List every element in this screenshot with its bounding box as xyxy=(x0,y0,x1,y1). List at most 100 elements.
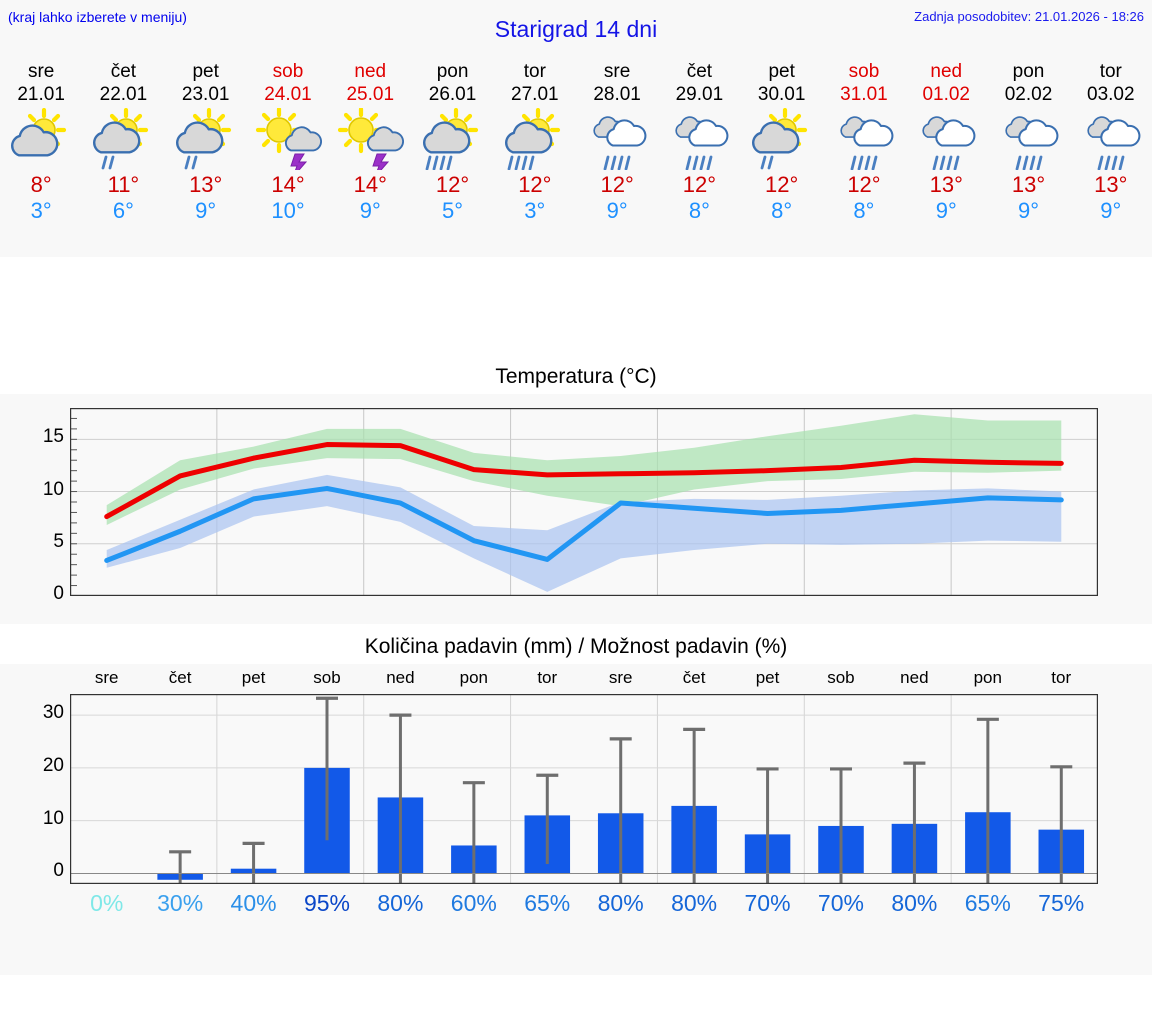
day-min-temp: 3° xyxy=(524,198,546,223)
day-column[interactable]: pet 30.01 12° 8° xyxy=(741,52,823,257)
day-max-temp: 13° xyxy=(929,172,963,197)
day-of-week-label: sre xyxy=(27,61,55,82)
day-min-temp: 8° xyxy=(688,198,710,223)
precipitation-probability-label: 65% xyxy=(964,890,1011,916)
precipitation-probability-label: 70% xyxy=(744,890,791,916)
day-column[interactable]: čet 22.01 11° 6° xyxy=(82,52,164,257)
day-max-temp: 12° xyxy=(765,172,799,197)
cloud-rain-icon xyxy=(823,108,905,170)
day-column[interactable]: ned 25.01 14° 9° xyxy=(329,52,411,257)
day-date-label: 02.02 xyxy=(1004,84,1053,105)
day-min-temp: 9° xyxy=(935,198,957,223)
temperature-chart-title: Temperatura (°C) xyxy=(0,360,1152,394)
precipitation-day-label: pet xyxy=(241,668,266,687)
day-column[interactable]: čet 29.01 12° 8° xyxy=(658,52,740,257)
day-max-temp: 14° xyxy=(271,172,305,197)
temperature-y-tick-label: 10 xyxy=(42,478,64,500)
precipitation-day-label: ned xyxy=(900,668,929,687)
day-min-temp: 6° xyxy=(112,198,134,223)
precipitation-day-label: čet xyxy=(682,668,706,687)
day-min-temp: 8° xyxy=(853,198,875,223)
day-max-temp: 13° xyxy=(1094,172,1128,197)
day-column[interactable]: pet 23.01 13° 9° xyxy=(165,52,247,257)
sun-cloud-rain-icon xyxy=(82,108,164,170)
day-min-temp: 9° xyxy=(1100,198,1122,223)
day-of-week-label: sob xyxy=(848,61,880,82)
sun-thunder-icon xyxy=(247,108,329,170)
day-date-label: 26.01 xyxy=(428,84,477,105)
day-date-label: 24.01 xyxy=(264,84,312,105)
temperature-chart: 0 5 10 15 xyxy=(43,408,1098,604)
day-date-label: 23.01 xyxy=(181,84,230,105)
precipitation-probability-label: 30% xyxy=(157,890,204,916)
precipitation-day-label: tor xyxy=(537,668,558,687)
cloud-rain-icon xyxy=(576,108,658,170)
day-date-label: 22.01 xyxy=(99,84,148,105)
day-date-label: 30.01 xyxy=(757,84,806,105)
day-column[interactable]: pon 02.02 13° 9° xyxy=(987,52,1069,257)
precipitation-day-label: čet xyxy=(168,668,192,687)
day-date-label: 27.01 xyxy=(511,84,559,105)
day-column[interactable]: ned 01.02 13° 9° xyxy=(905,52,987,257)
day-column[interactable]: sre 28.01 12° 9° xyxy=(576,52,658,257)
page-title: Starigrad 14 dni xyxy=(494,16,658,42)
sun-thunder-icon xyxy=(329,108,411,170)
sun-cloud-icon xyxy=(0,108,82,170)
day-max-temp: 12° xyxy=(682,172,717,197)
day-of-week-label: čet xyxy=(686,61,713,82)
day-date-label: 29.01 xyxy=(675,84,724,105)
last-updated-label: Zadnja posodobitev: 21.01.2026 - 18:26 xyxy=(914,9,1144,24)
precipitation-day-label: sob xyxy=(827,668,855,687)
precipitation-day-labels: sre čet pet sob ned pon tor sre čet pet sob ned pon t… xyxy=(70,668,1098,692)
day-max-temp: 12° xyxy=(518,172,552,197)
day-of-week-label: sob xyxy=(272,61,304,82)
day-min-temp: 9° xyxy=(606,198,628,223)
day-min-temp: 5° xyxy=(442,198,464,223)
top-bar: (kraj lahko izberete v meniju) Starigrad… xyxy=(0,0,1152,52)
precipitation-day-label: pet xyxy=(755,668,780,687)
precipitation-probability-label: 60% xyxy=(450,890,497,916)
day-max-temp: 13° xyxy=(189,172,223,197)
day-column[interactable]: sob 31.01 12° 8° xyxy=(823,52,905,257)
day-of-week-label: tor xyxy=(1099,61,1122,82)
day-of-week-label: ned xyxy=(930,61,963,82)
precipitation-section: Količina padavin (mm) / Možnost padavin … xyxy=(0,630,1152,975)
menu-hint-link[interactable]: (kraj lahko izberete v meniju) xyxy=(8,9,187,25)
day-column[interactable]: sob 24.01 14° 10° xyxy=(247,52,329,257)
precipitation-probability-label: 0% xyxy=(90,890,124,916)
day-column[interactable]: tor 03.02 13° 9° xyxy=(1070,52,1152,257)
day-max-temp: 12° xyxy=(600,172,634,197)
day-of-week-label: pon xyxy=(1012,61,1045,82)
day-max-temp: 11° xyxy=(107,172,140,197)
precipitation-probability-label: 95% xyxy=(303,890,350,916)
cloud-rain-icon xyxy=(905,108,987,170)
bottom-gap xyxy=(0,975,1152,1015)
precipitation-probability-label: 40% xyxy=(230,890,277,916)
day-of-week-label: čet xyxy=(110,61,137,82)
day-min-temp: 9° xyxy=(1017,198,1040,223)
precipitation-y-tick-label: 30 xyxy=(42,702,64,724)
day-max-temp: 12° xyxy=(435,172,470,197)
day-max-temp: 12° xyxy=(847,172,881,197)
day-column[interactable]: pon 26.01 12° 5° xyxy=(411,52,493,257)
day-of-week-label: ned xyxy=(354,61,387,82)
day-of-week-label: pon xyxy=(436,61,469,82)
day-min-temp: 9° xyxy=(359,198,381,223)
sun-cloud-showers-icon xyxy=(494,108,576,170)
day-date-label: 25.01 xyxy=(346,84,395,105)
sun-cloud-showers-icon xyxy=(411,108,493,170)
precipitation-day-label: sre xyxy=(608,668,633,687)
precipitation-chart: 0 10 20 30 xyxy=(43,694,1098,884)
day-date-label: 31.01 xyxy=(840,84,888,105)
cloud-rain-icon xyxy=(1070,108,1152,170)
day-column[interactable]: sre 21.01 8° 3° xyxy=(0,52,82,257)
day-min-temp: 8° xyxy=(771,198,793,223)
day-max-temp: 14° xyxy=(353,172,387,197)
temperature-y-tick-label: 0 xyxy=(53,583,64,604)
precipitation-day-label: ned xyxy=(386,668,415,687)
section-gap xyxy=(0,257,1152,369)
precipitation-day-label: tor xyxy=(1051,668,1072,687)
precipitation-y-tick-label: 0 xyxy=(53,860,64,882)
day-column[interactable]: tor 27.01 12° 3° xyxy=(494,52,576,257)
